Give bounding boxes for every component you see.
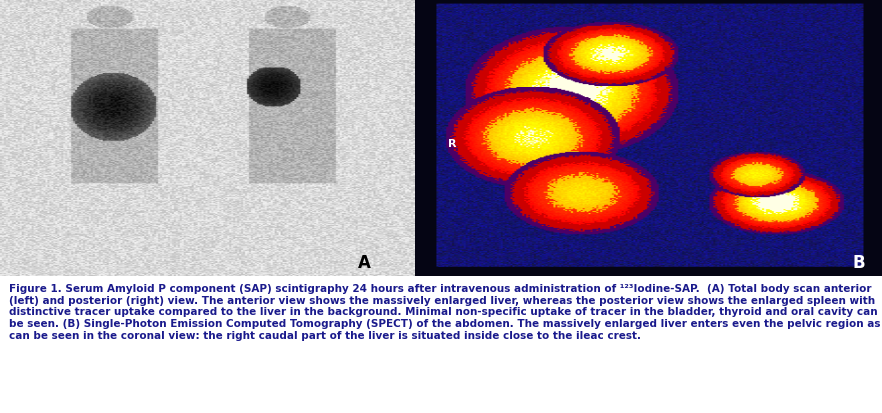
Text: Figure 1. Serum Amyloid P component (SAP) scintigraphy 24 hours after intravenou: Figure 1. Serum Amyloid P component (SAP… (9, 283, 880, 340)
Text: A: A (358, 253, 371, 271)
Text: B: B (852, 253, 865, 271)
Text: R: R (448, 139, 456, 149)
